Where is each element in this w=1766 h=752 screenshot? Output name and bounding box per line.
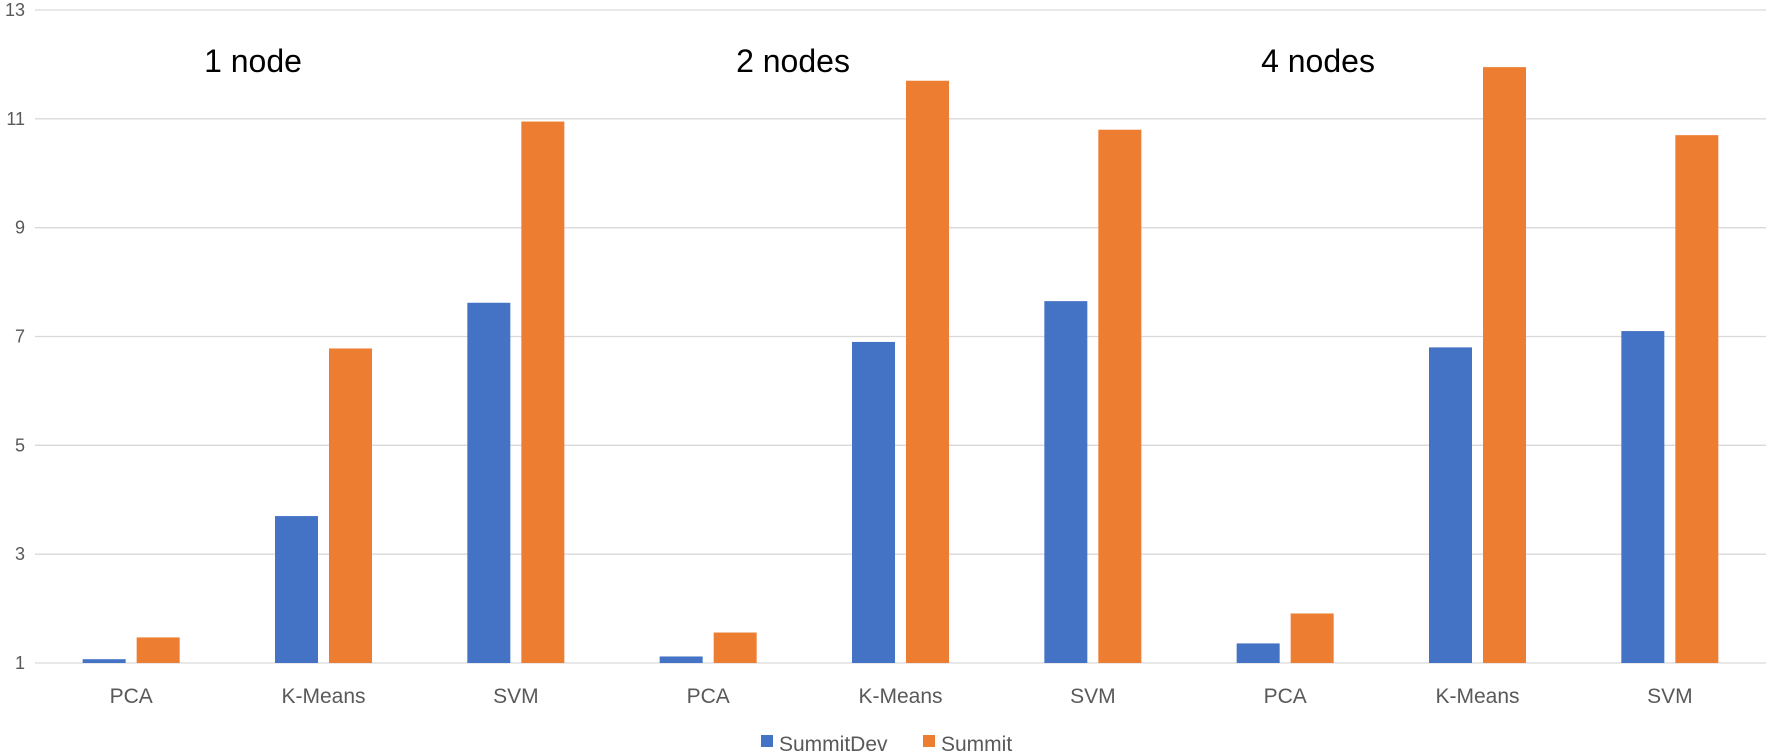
bar-summit-pca bbox=[713, 632, 757, 663]
x-category-label: PCA bbox=[1264, 685, 1307, 708]
bar-summitdev-svm bbox=[1044, 301, 1088, 663]
x-axis-categories: PCA K-Means SVM PCA K-Means SVM PCA K-Means SVM bbox=[110, 685, 1693, 708]
legend-label-summit: Summit bbox=[941, 733, 1012, 752]
bar-summit-svm bbox=[1098, 129, 1142, 663]
x-category-label: SVM bbox=[1070, 685, 1116, 708]
y-tick-label: 3 bbox=[15, 544, 25, 564]
bar-summitdev-k-means bbox=[275, 516, 318, 663]
bar-summit-svm bbox=[1675, 135, 1719, 664]
y-tick-label: 1 bbox=[15, 653, 25, 673]
y-tick-label: 13 bbox=[5, 0, 25, 20]
legend: SummitDev Summit bbox=[761, 733, 1012, 752]
x-category-label: K-Means bbox=[858, 685, 942, 708]
bar-summitdev-pca bbox=[1236, 643, 1280, 663]
x-category-label: PCA bbox=[687, 685, 730, 708]
bar-summitdev-svm bbox=[467, 302, 511, 663]
y-tick-label: 7 bbox=[15, 327, 25, 347]
legend-swatch-summit bbox=[923, 735, 935, 747]
bar-summit-pca bbox=[136, 637, 180, 663]
y-tick-label: 11 bbox=[6, 109, 25, 129]
bar-summit-pca bbox=[1290, 613, 1334, 663]
gridlines bbox=[35, 9, 1766, 664]
group-label-2-nodes: 2 nodes bbox=[736, 43, 850, 79]
x-category-label: SVM bbox=[1647, 685, 1693, 708]
x-category-label: SVM bbox=[493, 685, 539, 708]
bar-summitdev-pca bbox=[82, 659, 126, 663]
legend-swatch-summitdev bbox=[761, 735, 773, 747]
bar-summitdev-k-means bbox=[1429, 347, 1472, 663]
bar-summit-svm bbox=[521, 121, 565, 663]
bars bbox=[82, 67, 1719, 664]
x-category-label: PCA bbox=[110, 685, 153, 708]
x-category-label: K-Means bbox=[281, 685, 365, 708]
y-tick-label: 9 bbox=[15, 218, 25, 238]
group-label-1-node: 1 node bbox=[204, 43, 302, 79]
bar-summit-k-means bbox=[329, 348, 372, 663]
y-tick-label: 5 bbox=[15, 435, 25, 455]
x-category-label: K-Means bbox=[1435, 685, 1519, 708]
bar-summitdev-svm bbox=[1621, 331, 1665, 663]
legend-label-summitdev: SummitDev bbox=[779, 733, 888, 752]
group-label-4-nodes: 4 nodes bbox=[1261, 43, 1375, 79]
bar-summitdev-k-means bbox=[852, 341, 895, 663]
bar-summit-k-means bbox=[906, 80, 949, 663]
bar-summit-k-means bbox=[1483, 67, 1526, 663]
bar-summitdev-pca bbox=[659, 656, 703, 663]
